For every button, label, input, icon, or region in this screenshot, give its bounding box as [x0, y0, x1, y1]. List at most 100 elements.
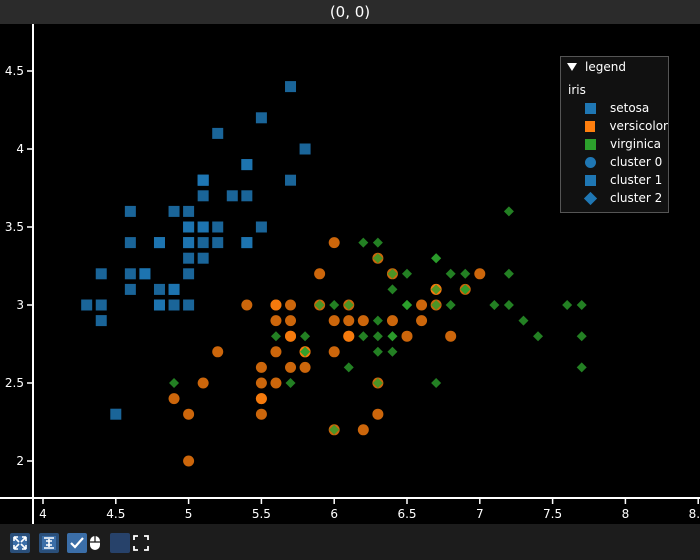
- window-title: (0, 0): [329, 3, 371, 21]
- versicolor-point: [314, 268, 326, 280]
- versicolor-point: [328, 315, 340, 327]
- setosa-point: [81, 299, 93, 311]
- versicolor-point: [241, 299, 253, 311]
- y-tick-label: 4: [16, 142, 24, 156]
- setosa-point: [241, 159, 253, 171]
- legend-item-cluster-1[interactable]: cluster 1: [561, 171, 668, 189]
- x-tick-label: 8.5: [689, 507, 700, 521]
- virginica-point: [300, 346, 311, 357]
- setosa-point: [124, 205, 136, 217]
- vertical-align-icon: [42, 536, 56, 550]
- color-button[interactable]: [110, 533, 130, 553]
- fit-view-button[interactable]: [10, 533, 30, 553]
- x-tick-label: 8: [622, 507, 630, 521]
- versicolor-point: [416, 315, 428, 327]
- versicolor-point: [445, 330, 457, 342]
- checkmark-icon: [70, 537, 84, 549]
- diamond-marker-icon: [583, 191, 598, 205]
- x-tick-label: 7.5: [543, 507, 562, 521]
- versicolor-point: [285, 299, 297, 311]
- versicolor-point: [285, 361, 297, 373]
- legend-item-label: setosa: [610, 101, 650, 115]
- legend-item-virginica[interactable]: virginica: [561, 135, 668, 153]
- expand-arrows-icon: [13, 536, 27, 550]
- versicolor-point: [255, 393, 267, 405]
- legend-item-cluster-2[interactable]: cluster 2: [561, 189, 668, 207]
- setosa-point: [95, 268, 107, 280]
- virginica-point: [300, 331, 311, 342]
- virginica-point: [460, 284, 471, 295]
- fullscreen-button[interactable]: [131, 533, 151, 553]
- square-marker-icon: [585, 120, 596, 132]
- setosa-point: [153, 283, 165, 295]
- circle-marker-icon: [585, 156, 596, 168]
- setosa-point: [212, 221, 224, 233]
- setosa-point: [153, 237, 165, 249]
- setosa-point: [168, 299, 180, 311]
- virginica-point: [169, 378, 180, 388]
- legend-header[interactable]: legend: [561, 57, 668, 77]
- auto-scale-button[interactable]: [39, 533, 59, 553]
- versicolor-point: [372, 408, 384, 420]
- setosa-point: [153, 299, 165, 311]
- virginica-point: [445, 268, 456, 279]
- setosa-point: [95, 299, 107, 311]
- plot-area[interactable]: 4 4.5 5 5.5 6 6.5 7 7.5 8 8.5 2 2.5 3 3.5 4 4.5 legend …: [0, 24, 700, 524]
- versicolor-point: [212, 346, 224, 358]
- setosa-point: [124, 237, 136, 249]
- legend-item-setosa[interactable]: setosa: [561, 99, 668, 117]
- fullscreen-icon: [133, 535, 149, 551]
- legend-item-versicolor[interactable]: versicolor: [561, 117, 668, 135]
- virginica-point: [431, 378, 442, 388]
- versicolor-point: [299, 361, 311, 373]
- x-tick-label: 5.5: [252, 507, 271, 521]
- legend-item-label: cluster 2: [610, 191, 663, 205]
- mouse-icon: [88, 533, 102, 553]
- x-tick-label: 6.5: [397, 507, 416, 521]
- virginica-point: [503, 300, 514, 310]
- x-tick-label: 7: [476, 507, 484, 521]
- setosa-point: [241, 190, 253, 202]
- legend-item-label: cluster 1: [610, 173, 663, 187]
- virginica-point: [503, 268, 514, 279]
- setosa-point: [139, 268, 151, 280]
- virginica-point: [445, 300, 456, 310]
- x-tick-label: 4.5: [106, 507, 125, 521]
- mouse-glyph: [90, 536, 100, 550]
- legend-item-label: versicolor: [609, 119, 668, 133]
- setosa-point: [212, 237, 224, 249]
- square-marker-icon: [585, 102, 596, 114]
- virginica-point: [562, 300, 573, 310]
- versicolor-point: [255, 408, 267, 420]
- mouse-checkbox[interactable]: [67, 533, 87, 553]
- virginica-point: [576, 362, 587, 373]
- y-tick-label: 3.5: [5, 220, 24, 234]
- setosa-point: [197, 221, 209, 233]
- x-tick-label: 6: [330, 507, 338, 521]
- virginica-point: [387, 346, 398, 357]
- virginica-point: [431, 300, 442, 310]
- window-title-bar: (0, 0): [0, 0, 700, 24]
- setosa-point: [197, 252, 209, 264]
- setosa-point: [168, 283, 180, 295]
- virginica-point: [576, 300, 587, 310]
- virginica-point: [489, 300, 500, 310]
- scatter-plot[interactable]: 4 4.5 5 5.5 6 6.5 7 7.5 8 8.5 2 2.5 3 3.5 4 4.5: [0, 24, 700, 524]
- setosa-point: [212, 127, 224, 139]
- virginica-point: [387, 331, 398, 342]
- virginica-point: [431, 253, 442, 264]
- legend-item-cluster-0[interactable]: cluster 0: [561, 153, 668, 171]
- virginica-point: [402, 300, 412, 310]
- setosa-point: [226, 190, 238, 202]
- setosa-point: [183, 252, 195, 264]
- virginica-point: [329, 424, 340, 435]
- setosa-point: [183, 205, 195, 217]
- versicolor-point: [416, 299, 428, 311]
- setosa-point: [299, 143, 311, 155]
- collapse-triangle-icon[interactable]: [567, 63, 577, 71]
- y-tick-label: 3: [16, 298, 24, 312]
- virginica-point: [372, 315, 383, 326]
- legend-group-name: iris: [568, 83, 586, 97]
- versicolor-point: [197, 377, 209, 389]
- setosa-point: [183, 299, 195, 311]
